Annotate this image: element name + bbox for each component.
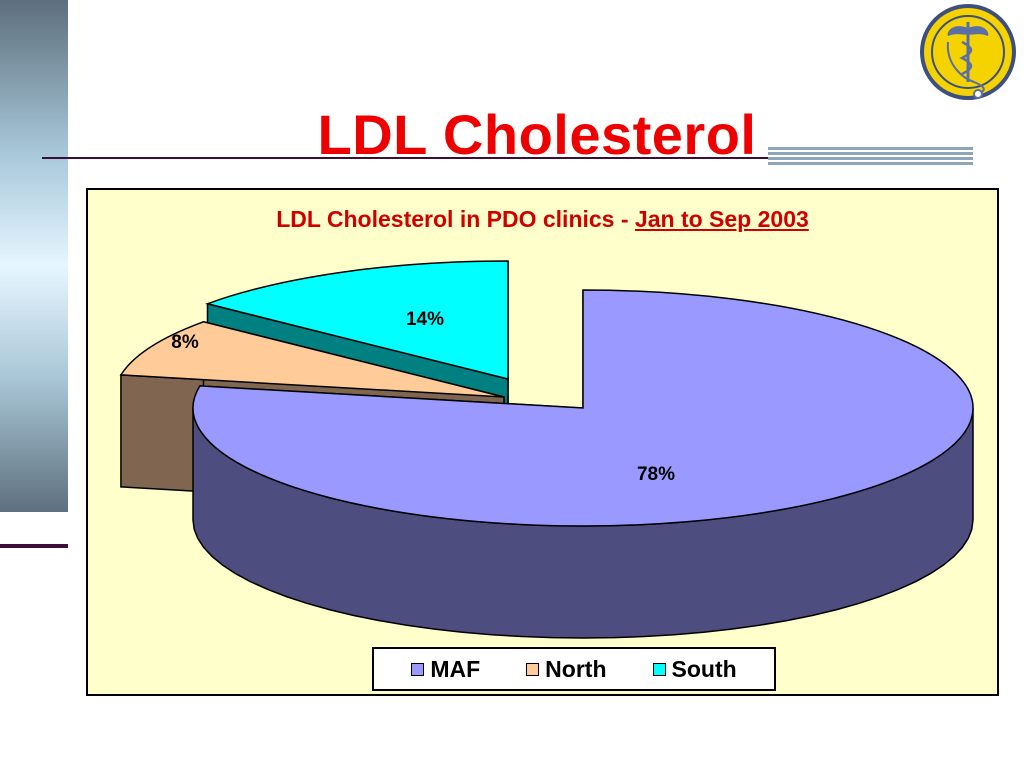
pie-chart: 78% 8% 14% [119,260,974,639]
legend-label-south: South [671,655,737,682]
legend-item-maf: MAF [411,656,480,683]
chart-title: LDL Cholesterol in PDO clinics - Jan to … [88,206,997,233]
side-decoration-bar [0,0,68,512]
legend-swatch-north [526,662,540,676]
chart-title-prefix: LDL Cholesterol in PDO clinics - [276,206,629,232]
title-striped-bars [768,147,973,167]
chart-title-period: Jan to Sep 2003 [634,206,809,232]
chart-legend: MAF North South [372,647,776,691]
legend-swatch-maf [411,662,425,676]
pie-slice-maf [192,289,974,639]
legend-item-north: North [526,655,607,683]
legend-label-maf: MAF [430,655,481,682]
data-label-maf: 78% [637,464,675,485]
chart-area: LDL Cholesterol in PDO clinics - Jan to … [86,188,999,696]
title-divider [42,157,812,159]
caduceus-stethoscope-logo-icon [920,4,1016,100]
slide-title: LDL Cholesterol [317,102,757,166]
legend-swatch-south [652,662,666,676]
legend-label-north: North [545,655,607,682]
side-divider [0,544,68,548]
data-label-south: 14% [406,309,444,330]
legend-item-south: South [652,655,737,683]
data-label-north: 8% [171,332,199,353]
